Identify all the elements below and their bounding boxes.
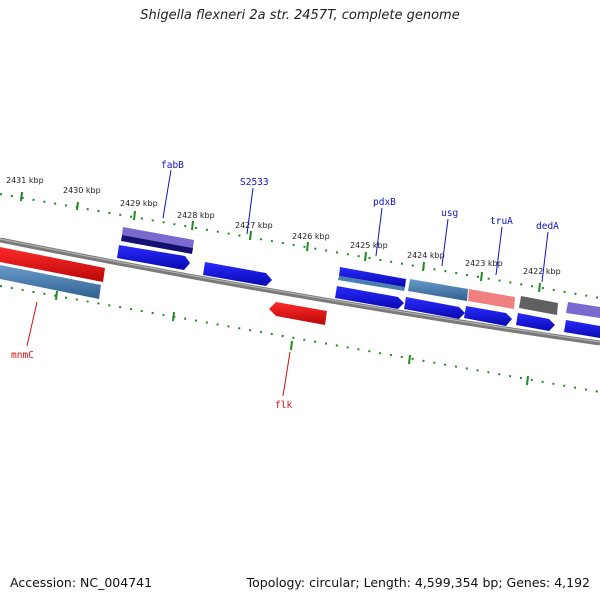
gene-label-fabB[interactable]: fabB xyxy=(161,160,184,171)
gene-feature[interactable] xyxy=(0,247,105,282)
gene-feature[interactable] xyxy=(338,276,405,291)
forward-strand-features xyxy=(117,227,600,338)
inner-tick-ring xyxy=(0,285,600,393)
gene-feature[interactable] xyxy=(269,302,327,325)
major-tick xyxy=(191,220,194,231)
major-tick xyxy=(249,230,252,241)
tick-label: 2427 kbp xyxy=(235,221,273,230)
gene-label-dedA[interactable]: dedA xyxy=(536,221,559,232)
gene-feature[interactable] xyxy=(468,289,515,309)
gene-feature[interactable] xyxy=(564,320,600,338)
tick-label: 2426 kbp xyxy=(292,232,330,241)
tick-label: 2425 kbp xyxy=(350,241,388,250)
major-tick xyxy=(480,271,483,282)
major-tick xyxy=(364,251,367,262)
tick-label: 2430 kbp xyxy=(63,186,101,195)
gene-feature[interactable] xyxy=(121,235,193,254)
gene-label-usg[interactable]: usg xyxy=(441,208,458,219)
outer-tick-ring xyxy=(0,191,600,299)
genome-summary-text: Topology: circular; Length: 4,599,354 bp… xyxy=(246,575,590,590)
accession-text: Accession: NC_004741 xyxy=(10,575,153,590)
gene-feature[interactable] xyxy=(516,313,555,331)
gene-feature[interactable] xyxy=(0,265,101,299)
gene-feature[interactable] xyxy=(117,245,190,270)
major-tick xyxy=(408,354,411,365)
gene-label-S2533[interactable]: S2533 xyxy=(240,177,269,188)
tick-label: 2423 kbp xyxy=(465,259,503,268)
gene-feature[interactable] xyxy=(464,306,512,326)
gene-feature[interactable] xyxy=(339,267,406,287)
major-tick xyxy=(20,191,23,202)
gene-feature[interactable] xyxy=(404,297,465,319)
gene-feature[interactable] xyxy=(122,227,194,248)
major-tick xyxy=(55,290,58,301)
gene-feature[interactable] xyxy=(203,262,272,286)
tick-label: 2424 kbp xyxy=(407,251,445,260)
tick-label: 2429 kbp xyxy=(120,199,158,208)
major-tick xyxy=(526,375,529,386)
reverse-strand-features xyxy=(0,247,327,325)
gene-label-flk[interactable]: flk xyxy=(275,400,292,411)
major-tick xyxy=(133,210,136,221)
major-tick xyxy=(290,340,293,351)
gene-feature[interactable] xyxy=(519,296,558,315)
genome-backbone xyxy=(0,237,600,346)
gene-label-truA[interactable]: truA xyxy=(490,216,513,227)
major-tick xyxy=(172,311,175,322)
major-tick xyxy=(538,282,541,293)
gene-feature[interactable] xyxy=(566,302,600,318)
gene-feature[interactable] xyxy=(335,286,404,309)
major-tick xyxy=(306,241,309,252)
major-tick xyxy=(76,201,79,211)
tick-label: 2431 kbp xyxy=(6,176,44,185)
gene-feature[interactable] xyxy=(408,279,468,301)
kbp-labels: 2431 kbp 2430 kbp 2429 kbp 2428 kbp 2427… xyxy=(6,176,561,276)
map-title: Shigella flexneri 2a str. 2457T, complet… xyxy=(140,8,460,23)
label-leaders xyxy=(26,169,549,397)
gene-label-mnmC[interactable]: mnmC xyxy=(11,350,34,361)
major-tick xyxy=(422,261,425,272)
tick-label: 2422 kbp xyxy=(523,267,561,276)
tick-label: 2428 kbp xyxy=(177,211,215,220)
gene-label-pdxB[interactable]: pdxB xyxy=(373,197,396,208)
gene-labels: fabB S2533 pdxB usg truA dedA mnmC flk xyxy=(11,160,559,411)
